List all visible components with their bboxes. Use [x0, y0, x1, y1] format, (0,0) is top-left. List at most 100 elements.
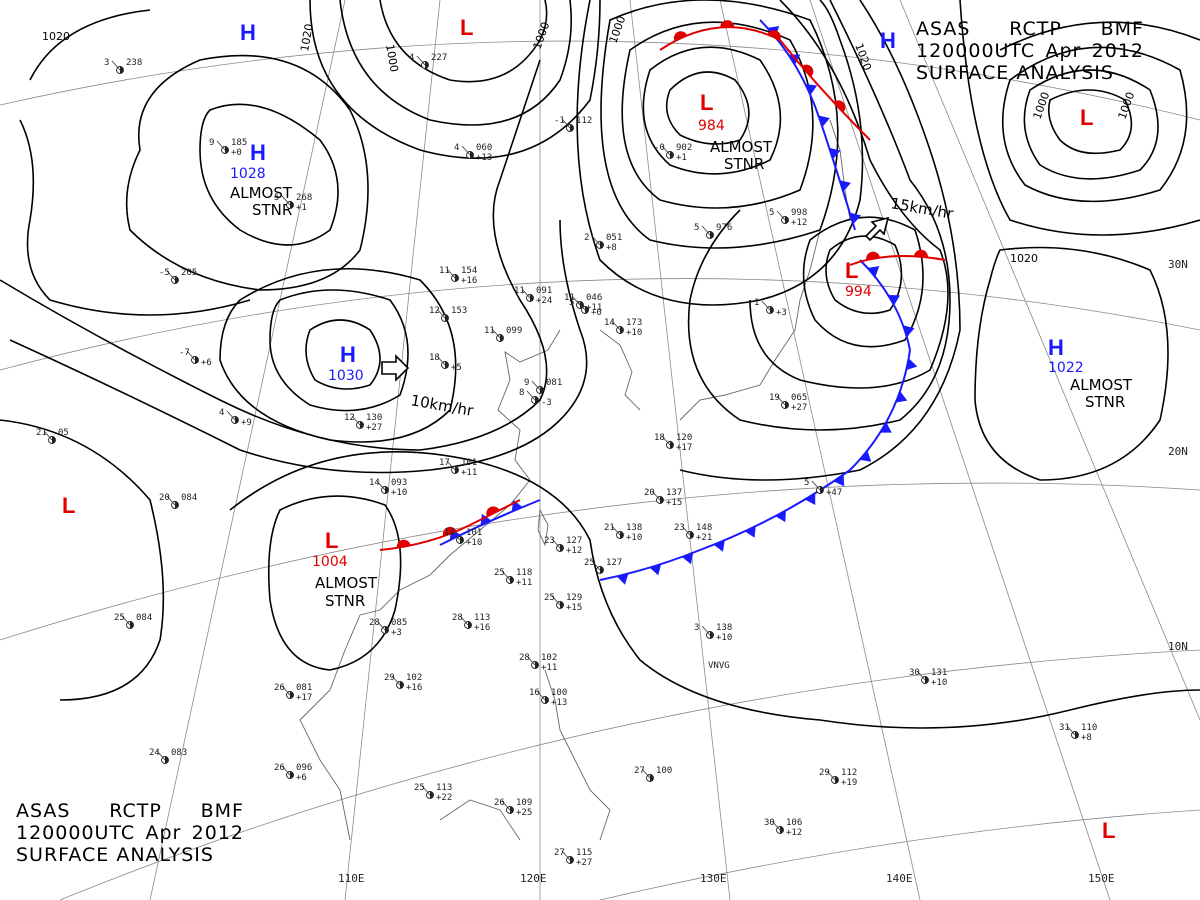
station-tendency: +11 — [586, 303, 602, 313]
station-pressure: 115 — [576, 848, 592, 858]
cold-front-triangle — [713, 540, 725, 552]
isobar-label-9: 1020 — [1010, 252, 1038, 265]
station-pressure: 112 — [576, 116, 592, 126]
station-pressure: 05 — [58, 428, 69, 438]
cold-front-triangle — [867, 266, 880, 278]
wind-barb — [551, 538, 561, 549]
wind-barb — [661, 145, 671, 156]
lon-label-150e: 150E — [1088, 872, 1115, 885]
station-s49: 4 227 — [409, 53, 447, 69]
wind-barb — [576, 300, 586, 311]
station-pressure: 091 — [536, 286, 552, 296]
cold-front-line — [599, 259, 912, 581]
cold-front-triangle — [788, 54, 801, 65]
station-s8: 20 084 — [159, 493, 197, 509]
warm-front-semicircle — [673, 31, 688, 42]
note-984-line1: ALMOST — [710, 138, 773, 156]
cold-front-triangle — [880, 422, 892, 433]
station-cloud-fill — [770, 306, 774, 314]
station-tendency: +6 — [201, 358, 212, 368]
wind-barb — [459, 615, 469, 626]
station-temp: 20 — [644, 488, 655, 498]
station-s9: 25 084 — [114, 613, 152, 629]
station-pressure: 102 — [541, 653, 557, 663]
station-pressure: 106 — [786, 818, 802, 828]
title-bottom-agency: ASAS — [16, 800, 71, 822]
station-tendency: +13 — [476, 153, 492, 163]
station-cloud-fill — [290, 771, 294, 779]
station-cloud-fill — [570, 124, 574, 132]
station-pressure: 902 — [676, 143, 692, 153]
title-bottom-code: BMF — [200, 800, 244, 822]
wind-barb — [226, 410, 236, 421]
station-s52: 25 127 — [584, 558, 622, 574]
warm-front-semicircle — [801, 64, 814, 77]
station-pressure: 130 — [366, 413, 382, 423]
title-top-year: 2012 — [1091, 40, 1144, 62]
warm-front-semicircle — [486, 506, 500, 517]
station-temp: 16 — [529, 688, 540, 698]
station-cloud-fill — [385, 626, 389, 634]
station-temp: 18 — [429, 353, 440, 363]
wind-barb — [531, 380, 541, 391]
note-1028-line1: ALMOST — [230, 184, 293, 202]
station-s10: 26 081+17 — [274, 683, 312, 703]
warm-front-semicircle — [913, 249, 928, 258]
cold-front-line-china — [439, 499, 541, 546]
isobars — [0, 0, 1200, 729]
title-bottom-product: SURFACE ANALYSIS — [16, 844, 214, 866]
station-pressure: 084 — [136, 613, 152, 623]
station-temp: 2 — [584, 233, 589, 243]
station-cloud-fill — [535, 661, 539, 669]
isobar-ne-5 — [959, 0, 1200, 236]
lon-line-100e — [149, 0, 346, 900]
wind-barb — [811, 480, 821, 491]
low-center-north-letter: L — [460, 15, 473, 40]
station-pressure: 120 — [676, 433, 692, 443]
station-pressure: 100 — [551, 688, 567, 698]
wind-barb — [281, 765, 291, 776]
station-tendency: +11 — [516, 578, 532, 588]
wind-barb — [826, 770, 836, 781]
station-pressure: 976 — [716, 223, 732, 233]
motion-arrow-1030 — [381, 354, 410, 382]
station-cloud-fill — [470, 151, 474, 159]
isobar-north-1004 — [309, 0, 601, 159]
cold-front-triangle — [649, 564, 662, 576]
title-top-agency: ASAS — [916, 18, 971, 40]
station-temp: 4 — [454, 143, 459, 153]
station-pressure: 138 — [626, 523, 642, 533]
station-s54: 18 +5 — [429, 353, 462, 373]
station-cloud-fill — [925, 676, 929, 684]
station-s12: 26 096+6 — [274, 763, 312, 783]
low-center-ne-letter: L — [1080, 105, 1093, 130]
isobar-1028-b — [269, 289, 409, 412]
station-temp: 28 — [369, 618, 380, 628]
cold-front-triangle — [775, 510, 786, 523]
station-cloud-fill — [785, 216, 789, 224]
station-temp: 5 — [769, 208, 774, 218]
station-pressure: 101 — [466, 528, 482, 538]
station-s34: 28 102+11 — [519, 653, 557, 673]
station-cloud-fill — [780, 826, 784, 834]
wind-barb — [461, 145, 471, 156]
station-cloud-fill — [400, 681, 404, 689]
station-s35: 11 091+24 — [514, 286, 552, 306]
station-pressure: 153 — [451, 306, 467, 316]
station-temp: 27 — [634, 766, 645, 776]
station-cloud-fill — [445, 314, 449, 322]
wind-barb — [43, 430, 53, 441]
isobar-1012-chinasea — [0, 419, 165, 701]
station-pressure: 138 — [716, 623, 732, 633]
coast-philippines — [544, 669, 611, 841]
lon-line-160e — [899, 0, 1200, 721]
station-s20: 14 093+10 — [369, 478, 407, 498]
station-tendency: +47 — [826, 488, 842, 498]
wind-barb — [351, 415, 361, 426]
isobar-1016-long — [9, 219, 588, 474]
title-top-row2: 120000UTC Apr 2012 — [916, 40, 1144, 62]
station-s57: 5 +47 — [804, 478, 842, 498]
station-cloud-fill — [650, 774, 654, 782]
